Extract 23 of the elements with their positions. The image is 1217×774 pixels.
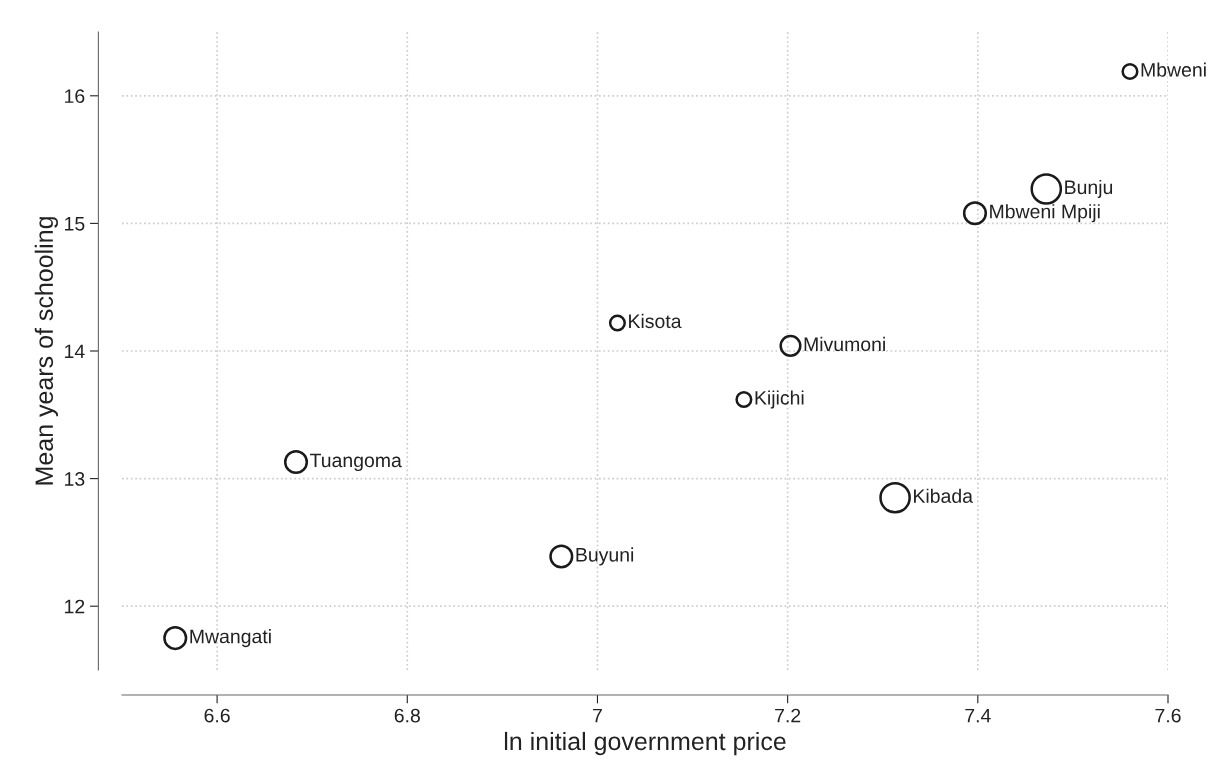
y-tick-label: 12 bbox=[65, 599, 85, 614]
x-tick-label: 6.6 bbox=[204, 708, 230, 723]
x-tick-label: 7.4 bbox=[965, 708, 991, 723]
x-axis-title: ln initial government price bbox=[504, 731, 786, 756]
annotation: Buyuni bbox=[576, 547, 634, 566]
annotation: Mbweni bbox=[1141, 62, 1206, 77]
annotation: Kisota bbox=[629, 313, 682, 329]
y-tick-label: 15 bbox=[65, 217, 85, 231]
x-tick-label: 6.8 bbox=[394, 708, 420, 723]
annotation: Mbweni Mpiji bbox=[990, 204, 1100, 223]
annotation: Bunju bbox=[1065, 179, 1113, 199]
annotation: Kijichi bbox=[755, 390, 804, 409]
y-tick-label: 14 bbox=[65, 344, 85, 359]
y-axis-title: Mean years of schooling bbox=[34, 217, 59, 485]
y-tick-label: 16 bbox=[65, 89, 85, 104]
annotation: Tuangoma bbox=[310, 453, 402, 472]
x-tick-label: 7.2 bbox=[775, 708, 801, 723]
annotation: Kibada bbox=[914, 488, 973, 503]
annotation: Mivumoni bbox=[804, 336, 885, 352]
annotation: Mwangati bbox=[190, 629, 271, 648]
y-tick-label: 13 bbox=[65, 472, 85, 486]
x-tick-label: 7.6 bbox=[1155, 708, 1181, 723]
x-tick-label: 7 bbox=[593, 708, 602, 723]
